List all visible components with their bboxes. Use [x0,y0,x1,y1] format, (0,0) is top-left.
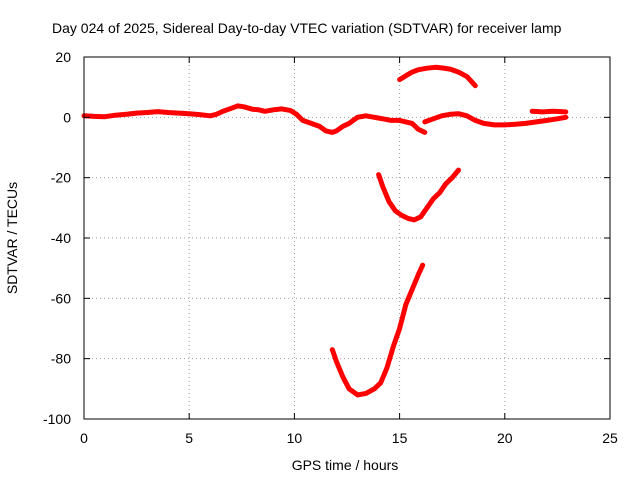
axis-ticks [83,56,611,420]
y-tick-label: 0 [63,109,71,125]
series-afternoon-trace [422,111,569,128]
x-tick-label: 10 [287,430,303,446]
x-axis-label: GPS time / hours [292,457,399,473]
series-main-trace [81,103,428,135]
x-tick-label: 25 [602,430,618,446]
grid-lines [84,57,610,419]
x-tick-label: 0 [80,430,88,446]
x-tick-label: 20 [497,430,513,446]
chart-title: Day 024 of 2025, Sidereal Day-to-day VTE… [52,20,562,36]
series-upper-arc [397,64,478,89]
y-tick-label: -60 [51,290,71,306]
y-tick-label: -20 [51,170,71,186]
y-tick-label: -80 [51,351,71,367]
tick-labels: 0 5 10 15 20 25 -100 -80 -60 -40 -20 0 20 [43,49,618,446]
series-mid-arc [376,167,461,223]
y-tick-label: 20 [55,49,71,65]
x-tick-label: 15 [392,430,408,446]
series-layer [81,64,569,398]
y-axis-label: SDTVAR / TECUs [4,182,20,294]
x-tick-label: 5 [185,430,193,446]
series-low-arc [329,262,426,398]
series-late-segment [529,108,569,115]
y-tick-label: -100 [43,411,71,427]
y-tick-label: -40 [51,230,71,246]
